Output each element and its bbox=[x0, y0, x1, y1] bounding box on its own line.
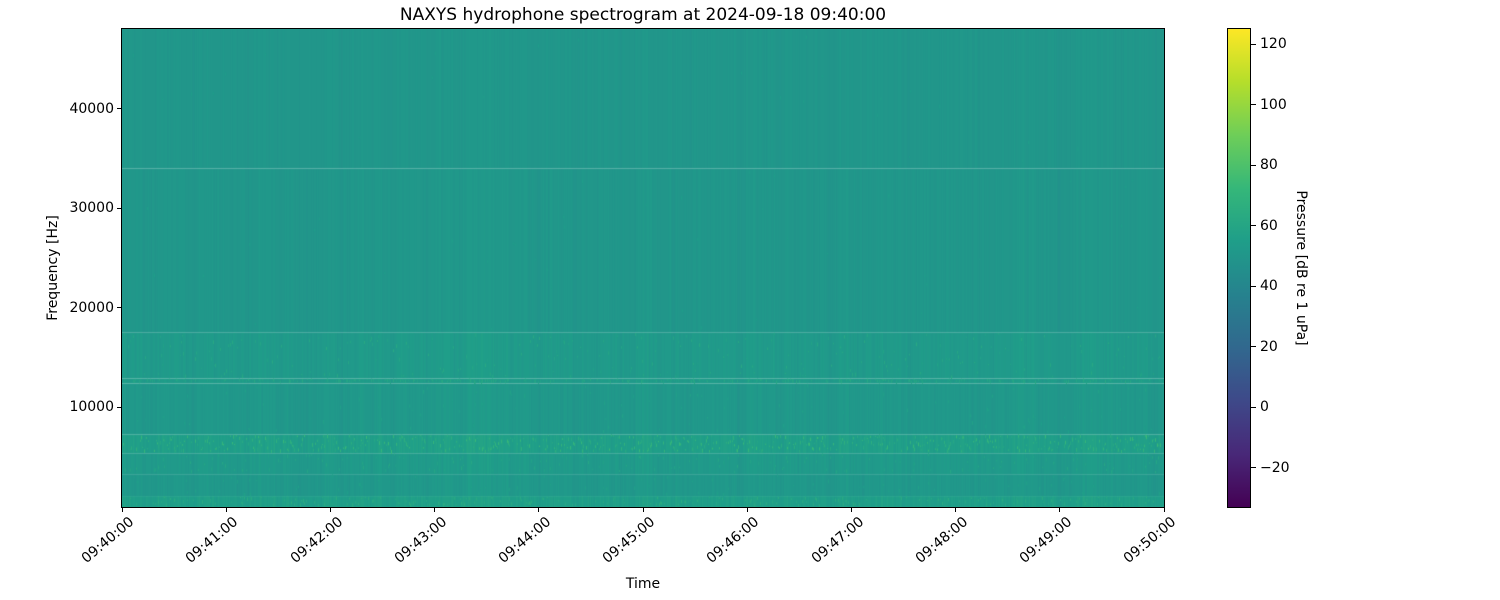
x-tick-label: 09:43:00 bbox=[391, 514, 450, 567]
x-tick-mark bbox=[538, 507, 540, 512]
colorbar-tick-mark bbox=[1251, 406, 1256, 408]
x-tick-label: 09:46:00 bbox=[704, 514, 763, 567]
x-tick-label: 09:42:00 bbox=[287, 514, 346, 567]
colorbar-tick-label: 0 bbox=[1260, 399, 1269, 416]
colorbar-tick-label: 20 bbox=[1260, 338, 1278, 355]
x-tick-mark bbox=[434, 507, 436, 512]
y-tick-mark bbox=[117, 108, 122, 110]
x-tick-mark bbox=[955, 507, 957, 512]
colorbar-tick-label: 60 bbox=[1260, 217, 1278, 234]
x-tick-mark bbox=[746, 507, 748, 512]
x-tick-label: 09:41:00 bbox=[183, 514, 242, 567]
x-tick-label: 09:50:00 bbox=[1120, 514, 1180, 567]
x-tick-label: 09:40:00 bbox=[78, 514, 138, 567]
colorbar-tick-mark bbox=[1251, 104, 1256, 106]
colorbar-tick-mark bbox=[1251, 43, 1256, 45]
colorbar-tick-label: −20 bbox=[1260, 459, 1290, 476]
colorbar-gradient bbox=[1228, 29, 1250, 507]
x-tick-mark bbox=[121, 507, 123, 512]
colorbar bbox=[1227, 28, 1251, 508]
x-axis-label: Time bbox=[625, 576, 661, 592]
colorbar-tick-mark bbox=[1251, 285, 1256, 287]
plot-area bbox=[121, 28, 1165, 508]
chart-title: NAXYS hydrophone spectrogram at 2024-09-… bbox=[399, 5, 887, 25]
spectrogram-image bbox=[122, 29, 1164, 507]
colorbar-tick-mark bbox=[1251, 225, 1256, 227]
x-tick-label: 09:45:00 bbox=[599, 514, 659, 567]
y-tick-mark bbox=[117, 307, 122, 309]
colorbar-tick-mark bbox=[1251, 467, 1256, 469]
y-tick-mark bbox=[117, 406, 122, 408]
colorbar-tick-label: 120 bbox=[1260, 36, 1287, 53]
colorbar-tick-label: 100 bbox=[1260, 96, 1287, 113]
x-tick-mark bbox=[1163, 507, 1165, 512]
y-tick-label: 30000 bbox=[69, 200, 114, 217]
colorbar-tick-label: 80 bbox=[1260, 157, 1278, 174]
x-tick-mark bbox=[225, 507, 227, 512]
x-tick-mark bbox=[329, 507, 331, 512]
x-tick-label: 09:49:00 bbox=[1016, 514, 1076, 567]
x-tick-mark bbox=[850, 507, 852, 512]
x-tick-label: 09:47:00 bbox=[808, 514, 867, 567]
y-tick-label: 40000 bbox=[69, 100, 114, 117]
y-tick-label: 10000 bbox=[69, 399, 114, 416]
x-tick-label: 09:48:00 bbox=[912, 514, 971, 567]
y-tick-mark bbox=[117, 207, 122, 209]
x-tick-mark bbox=[1059, 507, 1061, 512]
colorbar-tick-mark bbox=[1251, 346, 1256, 348]
colorbar-tick-mark bbox=[1251, 164, 1256, 166]
x-tick-mark bbox=[642, 507, 644, 512]
x-tick-label: 09:44:00 bbox=[495, 514, 555, 567]
colorbar-label: Pressure [dB re 1 uPa] bbox=[1293, 190, 1309, 346]
colorbar-tick-label: 40 bbox=[1260, 278, 1278, 295]
y-tick-label: 20000 bbox=[69, 299, 114, 316]
